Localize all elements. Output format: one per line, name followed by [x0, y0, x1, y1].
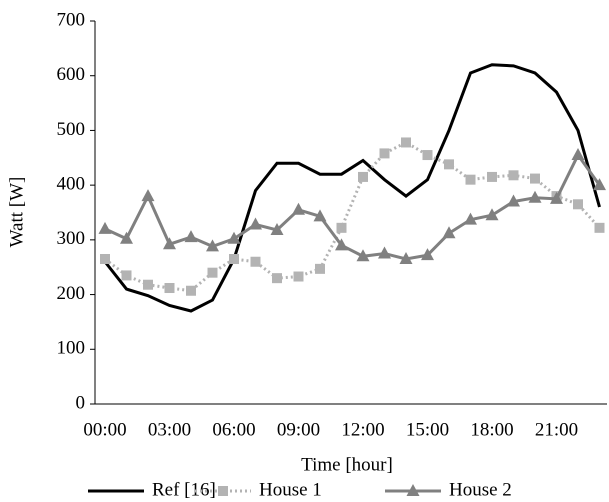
data-point [292, 202, 305, 215]
y-tick-label: 600 [57, 64, 86, 85]
data-point [508, 170, 519, 181]
x-tick-label: 18:00 [470, 419, 513, 440]
series-line [104, 152, 601, 261]
x-tick-label: 00:00 [83, 419, 126, 440]
data-point [186, 285, 196, 296]
data-point [358, 171, 368, 182]
x-tick-label: 15:00 [406, 419, 449, 440]
data-point [401, 137, 411, 148]
y-tick-label: 100 [57, 338, 86, 359]
x-tick-label: 21:00 [535, 419, 578, 440]
data-point [507, 194, 520, 207]
data-point [444, 159, 454, 170]
legend-label: House 2 [449, 479, 512, 500]
y-axis-label: Watt [W] [6, 177, 27, 248]
x-tick-label: 06:00 [212, 419, 255, 440]
data-point [164, 283, 175, 294]
data-point [250, 256, 261, 267]
data-point [313, 209, 327, 222]
legend-marker [218, 486, 228, 496]
data-point [356, 249, 370, 262]
y-tick-label: 400 [57, 174, 86, 195]
legend-label: House 1 [259, 479, 322, 500]
data-point [530, 173, 540, 184]
data-point [227, 231, 241, 244]
x-axis-label: Time [hour] [301, 454, 393, 475]
data-point [573, 199, 583, 210]
data-point [528, 190, 542, 203]
series-line [104, 140, 601, 293]
y-tick-label: 200 [57, 283, 86, 304]
data-point [399, 252, 413, 265]
data-point [207, 267, 218, 278]
data-point [422, 150, 433, 161]
data-point [163, 237, 176, 250]
data-point [464, 212, 477, 225]
data-point [272, 273, 282, 284]
data-point [121, 270, 132, 281]
data-point [485, 208, 499, 221]
data-point [442, 226, 456, 239]
data-point [421, 248, 434, 261]
data-point [594, 222, 605, 233]
data-point [487, 171, 497, 182]
x-tick-label: 03:00 [148, 419, 191, 440]
x-tick-label: 12:00 [341, 419, 384, 440]
data-point [335, 238, 348, 251]
data-point [571, 148, 585, 161]
data-point [229, 254, 239, 265]
y-tick-label: 0 [76, 392, 86, 413]
x-tick-label: 09:00 [277, 419, 320, 440]
data-point [378, 246, 391, 259]
y-tick-label: 500 [57, 119, 86, 140]
data-point [120, 231, 133, 244]
data-point [550, 191, 563, 204]
data-point [379, 148, 390, 159]
data-point [206, 239, 219, 252]
legend-label: Ref [16] [152, 479, 216, 500]
data-point [98, 221, 112, 234]
data-point [315, 263, 325, 274]
data-point [293, 271, 304, 282]
data-point [465, 174, 476, 185]
data-point [336, 222, 347, 233]
data-point [100, 254, 110, 265]
legend-marker [406, 484, 420, 496]
data-point [593, 178, 606, 191]
data-point [184, 230, 198, 243]
series-line [103, 63, 601, 313]
y-tick-label: 700 [57, 9, 86, 30]
data-point [249, 217, 262, 230]
data-point [141, 189, 155, 202]
data-point [270, 223, 284, 236]
data-point [143, 279, 153, 290]
y-tick-label: 300 [57, 228, 86, 249]
